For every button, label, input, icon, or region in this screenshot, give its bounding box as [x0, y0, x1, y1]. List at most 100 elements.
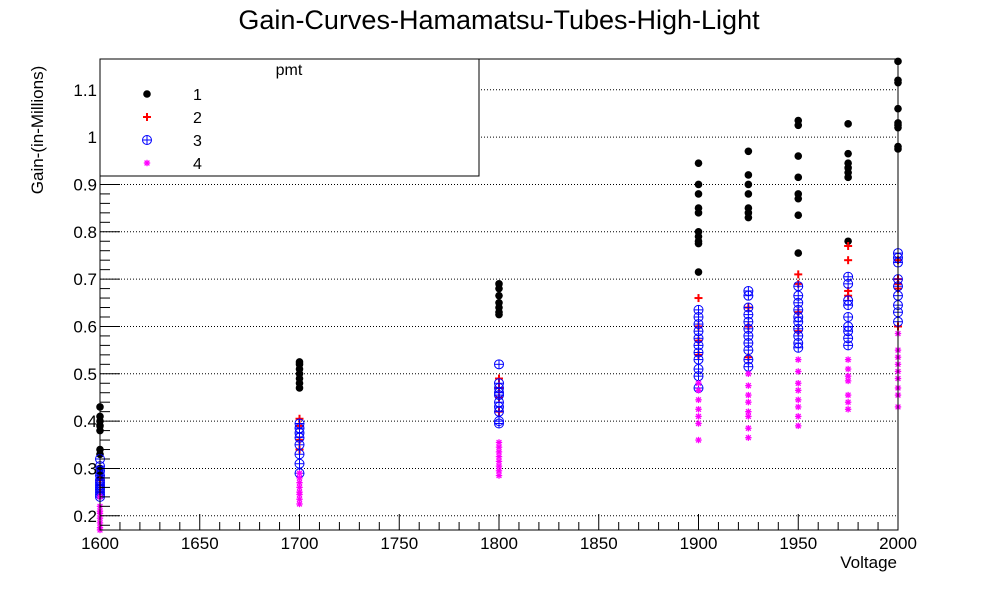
data-point	[694, 268, 703, 276]
data-point	[794, 173, 803, 182]
data-point	[745, 370, 752, 377]
legend: pmt 1 2 3 4	[99, 58, 480, 177]
data-point	[795, 380, 802, 387]
data-point	[843, 300, 854, 311]
x-tick-label: 1750	[380, 534, 418, 553]
y-tick-label: 0.7	[73, 270, 97, 289]
data-point	[296, 500, 303, 508]
data-point	[844, 256, 853, 265]
data-point	[844, 365, 852, 373]
y-tick-label: 0.8	[73, 223, 97, 242]
data-point	[693, 354, 704, 365]
data-point	[294, 439, 305, 450]
y-tick-label: 0.4	[73, 412, 97, 431]
data-point	[844, 377, 852, 385]
x-axis-label: Voltage	[840, 553, 897, 572]
data-point	[794, 121, 803, 130]
legend-marker-4	[143, 159, 151, 167]
data-point	[795, 403, 802, 411]
x-tick-label: 1850	[580, 534, 618, 553]
data-point	[844, 406, 852, 413]
data-point	[296, 491, 303, 498]
x-tick-label: 1700	[281, 534, 319, 553]
data-point	[695, 420, 702, 427]
data-point	[844, 356, 852, 363]
data-point	[744, 190, 753, 198]
y-tick-label: 0.6	[73, 317, 97, 336]
data-point	[494, 418, 504, 429]
legend-label: 3	[193, 133, 202, 150]
data-point	[793, 281, 804, 292]
data-point	[296, 474, 303, 482]
data-point	[745, 413, 752, 420]
data-point	[695, 413, 702, 420]
data-point	[495, 310, 503, 319]
data-point	[794, 194, 803, 203]
data-point	[795, 422, 802, 430]
legend-label: 1	[193, 87, 202, 104]
data-point	[494, 359, 504, 370]
y-axis-label: Gain-(in-Millions)	[28, 66, 47, 194]
legend-title: pmt	[276, 62, 303, 79]
legend-label: 4	[193, 156, 202, 173]
data-point	[694, 294, 703, 303]
data-point	[695, 396, 702, 404]
data-point	[745, 425, 752, 432]
data-point	[495, 291, 503, 300]
data-point	[843, 278, 854, 289]
data-point	[844, 398, 852, 406]
data-point	[693, 371, 704, 382]
data-point	[294, 458, 305, 469]
data-point	[744, 171, 753, 179]
y-tick-label: 1.1	[73, 81, 97, 100]
chart-title: Gain-Curves-Hamamatsu-Tubes-High-Light	[238, 5, 760, 35]
data-point	[794, 211, 803, 220]
data-point	[744, 180, 753, 189]
data-point	[844, 372, 852, 380]
x-tick-label: 1600	[81, 534, 119, 553]
data-point	[794, 249, 803, 257]
data-point	[695, 436, 702, 444]
y-tick-label: 0.5	[73, 365, 97, 384]
data-point	[494, 406, 504, 417]
data-point	[794, 152, 803, 160]
data-point	[294, 449, 305, 460]
x-tick-label: 1650	[181, 534, 219, 553]
data-point	[793, 342, 804, 353]
data-point	[743, 345, 754, 356]
x-tick-label: 1900	[680, 534, 718, 553]
data-point	[695, 406, 702, 413]
data-point	[745, 398, 752, 406]
data-point	[694, 180, 703, 189]
y-tick-label: 0.2	[73, 507, 97, 526]
data-point	[495, 284, 503, 293]
data-point	[795, 387, 802, 394]
x-tick-label: 1950	[779, 534, 817, 553]
x-axis: 1600 1650 1700 1750 1800 1850 1900 1950 2000	[81, 514, 917, 553]
data-point	[695, 387, 702, 394]
data-point	[843, 311, 854, 322]
data-point	[795, 356, 802, 363]
data-point	[694, 159, 703, 167]
data-point	[744, 213, 753, 222]
data-point	[743, 290, 754, 301]
data-point	[844, 149, 852, 158]
data-point	[694, 239, 703, 248]
data-point	[695, 380, 702, 387]
data-point	[843, 340, 854, 351]
legend-box	[99, 58, 480, 177]
data-point	[296, 484, 303, 491]
data-point	[745, 434, 752, 441]
legend-marker-2	[143, 113, 151, 121]
data-point	[295, 384, 304, 392]
data-point	[694, 190, 703, 198]
data-point	[794, 270, 803, 279]
data-point	[296, 496, 303, 503]
data-point	[495, 472, 503, 479]
data-point	[694, 209, 703, 217]
data-point	[495, 439, 503, 446]
y-tick-label: 1	[88, 128, 97, 147]
y-tick-label: 0.9	[73, 175, 97, 194]
x-tick-label: 1800	[480, 534, 518, 553]
